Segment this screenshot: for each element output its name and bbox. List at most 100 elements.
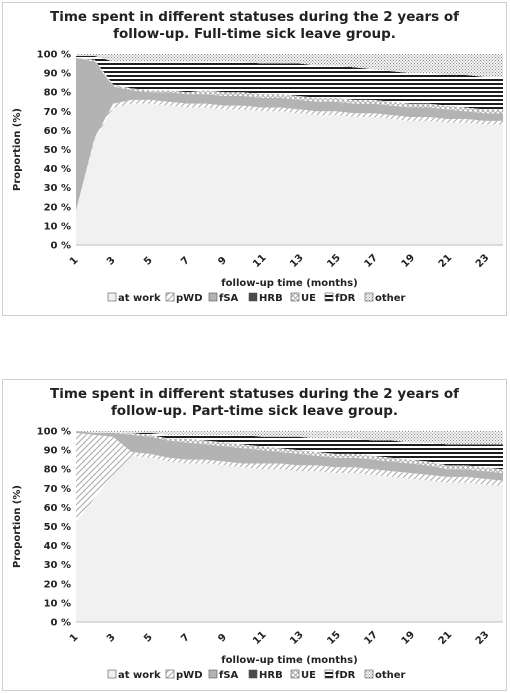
x-tick-label: 23 [474, 252, 492, 270]
x-tick-label: 15 [325, 252, 343, 270]
chart-title-line1: Time spent in different statuses during … [49, 386, 460, 402]
y-tick-label: 10 % [44, 221, 71, 232]
legend-swatch [248, 292, 258, 302]
legend: at work pWD fSA HRB UE fDR other [107, 669, 406, 681]
x-tick-label: 9 [216, 255, 229, 268]
x-tick-label: 23 [474, 629, 492, 647]
y-tick-label: 100 % [37, 50, 71, 61]
y-tick-label: 20 % [44, 202, 71, 213]
y-tick-label: 60 % [44, 503, 71, 514]
x-tick-label: 13 [288, 252, 306, 270]
legend-label: fDR [335, 293, 356, 304]
legend-swatch [290, 292, 300, 302]
x-tick-label: 3 [105, 632, 118, 645]
y-axis: 0 % 10 % 20 % 30 % 40 % 50 % 60 % 70 % 80 % 90 % 1… [37, 50, 71, 252]
legend-swatch [364, 669, 374, 679]
y-tick-label: 40 % [44, 541, 71, 552]
chart-panel-part-time: Time spent in different statuses during … [2, 379, 507, 691]
x-tick-label: 21 [437, 629, 455, 647]
x-tick-label: 5 [142, 255, 155, 268]
legend-swatch [364, 292, 374, 302]
x-tick-label: 3 [105, 255, 118, 268]
y-tick-label: 90 % [44, 446, 71, 457]
y-tick-label: 50 % [44, 145, 71, 156]
y-tick-label: 80 % [44, 88, 71, 99]
legend-item-other: other [364, 292, 406, 304]
area-fsa [76, 431, 503, 481]
stacked-area-chart: 0 % 10 % 20 % 30 % 40 % 50 % 60 % 70 % 80 % 90 % 1… [12, 50, 503, 304]
y-tick-label: 90 % [44, 69, 71, 80]
legend-item-ue: UE [290, 669, 316, 681]
legend-item-fsa: fSA [208, 669, 239, 681]
area-pwd [76, 432, 503, 523]
y-tick-label: 50 % [44, 522, 71, 533]
x-tick-label: 7 [179, 632, 192, 645]
legend-label: fSA [219, 670, 239, 681]
x-tick-label: 21 [437, 252, 455, 270]
x-axis-label: follow-up time (months) [221, 278, 357, 289]
legend-label: other [375, 293, 406, 304]
y-tick-label: 70 % [44, 107, 71, 118]
chart-title: Time spent in different statuses during … [3, 9, 506, 43]
x-tick-label: 1 [68, 632, 81, 645]
y-tick-label: 80 % [44, 465, 71, 476]
legend-item-ue: UE [290, 292, 316, 304]
legend-item-fdr: fDR [324, 669, 356, 681]
legend-label: UE [301, 670, 316, 681]
area-fsa [76, 57, 503, 211]
y-tick-label: 0 % [51, 241, 71, 252]
area-at-work [76, 103, 503, 245]
x-tick-label: 11 [251, 252, 269, 270]
area-fdr [76, 55, 503, 110]
legend-item-hrb: HRB [248, 292, 283, 304]
legend-label: fSA [219, 293, 239, 304]
chart-panel-full-time: Time spent in different statuses during … [2, 2, 507, 316]
x-tick-label: 5 [142, 632, 155, 645]
legend-item-pwd: pWD [165, 669, 203, 681]
x-tick-label: 1 [68, 255, 81, 268]
legend-item-fsa: fSA [208, 292, 239, 304]
legend-label: fDR [335, 670, 356, 681]
x-tick-label: 15 [325, 629, 343, 647]
legend-item-at-work: at work [107, 292, 161, 304]
y-tick-label: 0 % [51, 618, 71, 629]
x-tick-label: 17 [362, 252, 380, 270]
areas [76, 431, 503, 622]
legend-swatch [248, 669, 258, 679]
legend-swatch [290, 669, 300, 679]
x-tick-label: 7 [179, 255, 192, 268]
legend-label: at work [118, 670, 161, 681]
y-tick-label: 30 % [44, 560, 71, 571]
x-tick-label: 19 [400, 252, 418, 270]
x-axis: 1 3 5 7 9 11 13 15 17 19 21 23 [68, 252, 492, 270]
x-tick-label: 9 [216, 632, 229, 645]
x-tick-label: 13 [288, 629, 306, 647]
y-tick-label: 60 % [44, 126, 71, 137]
areas [76, 54, 503, 245]
legend-item-hrb: HRB [248, 669, 283, 681]
area-other [76, 431, 503, 445]
legend: at work pWD fSA HRB UE fDR other [107, 292, 406, 304]
x-tick-label: 17 [362, 629, 380, 647]
y-tick-label: 40 % [44, 164, 71, 175]
legend-swatch [324, 669, 334, 679]
legend-item-pwd: pWD [165, 292, 203, 304]
x-axis: 1 3 5 7 9 11 13 15 17 19 21 23 [68, 629, 492, 647]
legend-swatch [165, 292, 175, 302]
y-tick-label: 70 % [44, 484, 71, 495]
legend-swatch [208, 669, 218, 679]
legend-label: other [375, 670, 406, 681]
x-tick-label: 11 [251, 629, 269, 647]
legend-swatch [208, 292, 218, 302]
y-tick-label: 30 % [44, 183, 71, 194]
stacked-area-chart: 0 % 10 % 20 % 30 % 40 % 50 % 60 % 70 % 80 % 90 % 1… [12, 427, 503, 681]
x-axis-label: follow-up time (months) [221, 655, 357, 666]
legend-swatch [107, 292, 117, 302]
legend-label: at work [118, 293, 161, 304]
y-axis: 0 % 10 % 20 % 30 % 40 % 50 % 60 % 70 % 80 % 90 % 1… [37, 427, 71, 629]
area-ue [76, 57, 503, 114]
legend-label: UE [301, 293, 316, 304]
y-tick-label: 20 % [44, 579, 71, 590]
chart-title: Time spent in different statuses during … [3, 386, 506, 420]
legend-label: pWD [176, 293, 203, 304]
